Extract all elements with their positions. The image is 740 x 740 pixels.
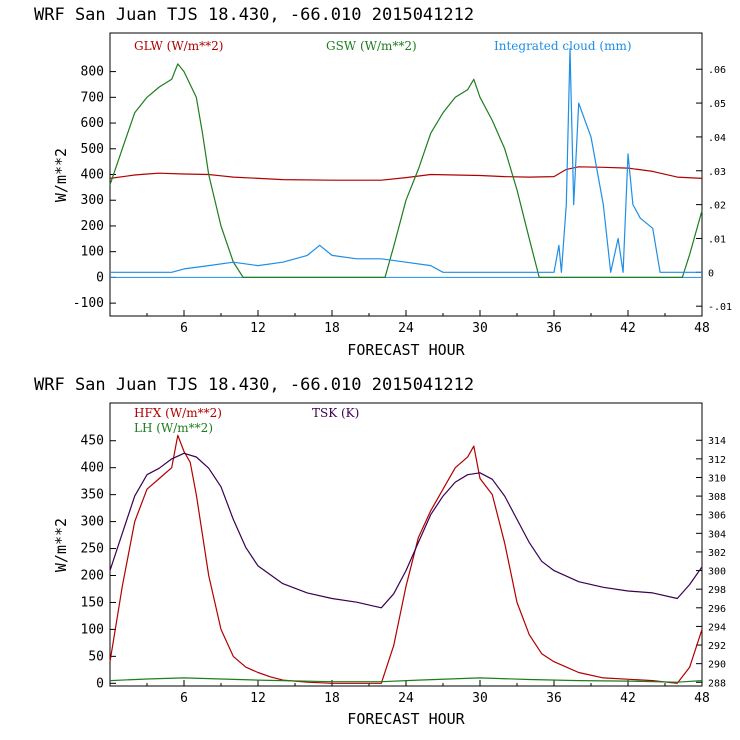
bottom-x-tick-label-42: 42 [620, 691, 636, 706]
bottom-chart-y-axis-label: W/m**2 [52, 518, 70, 572]
bottom-series-line-lh-w-m-2 [109, 677, 703, 683]
top-x-tick-label-12: 12 [250, 321, 266, 336]
top-y2-tick-label-06: .06 [708, 65, 726, 76]
bottom-y-tick-label-400: 400 [81, 461, 104, 476]
top-y2-tick-label-01: .01 [708, 234, 726, 245]
bottom-y-tick-label-50: 50 [88, 649, 104, 664]
top-y-tick-label-600: 600 [81, 116, 104, 131]
bottom-y-tick-label-350: 350 [81, 488, 104, 503]
legend-integrated-cloud: Integrated cloud (mm) [494, 39, 632, 53]
bottom-y-tick-label-450: 450 [81, 434, 104, 449]
legend-glw: GLW (W/m**2) [134, 39, 223, 53]
top-chart-title: WRF San Juan TJS 18.430, -66.010 2015041… [34, 5, 474, 25]
top-y2-tick-label-02: .02 [708, 201, 726, 212]
top-y2-tick-label-03: .03 [708, 167, 726, 178]
bottom-y2-tick-label-310: 310 [708, 473, 726, 484]
bottom-y-tick-label-0: 0 [96, 676, 104, 691]
top-y-tick-label-500: 500 [81, 142, 104, 157]
top-x-tick-label-42: 42 [620, 321, 636, 336]
top-y2-tick-label-01: -.01 [708, 302, 732, 313]
bottom-x-tick-label-24: 24 [398, 691, 414, 706]
bottom-x-tick-label-36: 36 [546, 691, 562, 706]
bottom-y-tick-label-200: 200 [81, 568, 104, 583]
top-chart-y-axis-label: W/m**2 [52, 148, 70, 202]
bottom-y2-tick-label-314: 314 [708, 436, 726, 447]
bottom-series-line-hfx-w-m-2 [109, 434, 703, 684]
top-y-tick-label-200: 200 [81, 219, 104, 234]
bottom-y2-tick-label-292: 292 [708, 641, 726, 652]
bottom-y-tick-label-250: 250 [81, 542, 104, 557]
top-y-tick-label-800: 800 [81, 65, 104, 80]
bottom-y2-tick-label-308: 308 [708, 492, 726, 503]
bottom-y2-tick-label-288: 288 [708, 678, 726, 689]
bottom-y-tick-label-100: 100 [81, 622, 104, 637]
top-y-tick-label-0: 0 [96, 270, 104, 285]
top-y-tick-label-400: 400 [81, 168, 104, 183]
top-chart-x-axis-label: FORECAST HOUR [347, 341, 465, 359]
bottom-x-tick-label-6: 6 [180, 691, 188, 706]
legend-gsw: GSW (W/m**2) [326, 39, 417, 53]
top-y2-tick-label-0: 0 [708, 268, 714, 279]
bottom-series-line-tsk-k [109, 452, 703, 609]
top-chart: WRF San Juan TJS 18.430, -66.010 2015041… [34, 5, 732, 359]
bottom-y2-tick-label-294: 294 [708, 622, 726, 633]
top-x-tick-label-36: 36 [546, 321, 562, 336]
top-y2-tick-label-05: .05 [708, 99, 726, 110]
top-y2-tick-label-04: .04 [708, 133, 726, 144]
top-x-tick-label-18: 18 [324, 321, 340, 336]
top-x-tick-label-24: 24 [398, 321, 414, 336]
top-series-line-glw-w-m-2 [109, 166, 703, 181]
bottom-y-tick-label-150: 150 [81, 595, 104, 610]
legend-hfx: HFX (W/m**2) [134, 406, 222, 420]
top-y-tick-label-100: 100 [81, 245, 104, 260]
bottom-y2-tick-label-296: 296 [708, 604, 726, 615]
top-y-tick-label-700: 700 [81, 90, 104, 105]
top-y-tick-label-300: 300 [81, 193, 104, 208]
bottom-y2-tick-label-298: 298 [708, 585, 726, 596]
bottom-x-tick-label-30: 30 [472, 691, 488, 706]
bottom-x-tick-label-48: 48 [694, 691, 710, 706]
top-x-tick-label-48: 48 [694, 321, 710, 336]
bottom-y2-tick-label-302: 302 [708, 548, 726, 559]
bottom-y2-tick-label-312: 312 [708, 455, 726, 466]
bottom-x-tick-label-18: 18 [324, 691, 340, 706]
top-x-tick-label-6: 6 [180, 321, 188, 336]
bottom-y2-tick-label-306: 306 [708, 511, 726, 522]
bottom-y2-tick-label-290: 290 [708, 660, 726, 671]
bottom-chart: WRF San Juan TJS 18.430, -66.010 2015041… [34, 375, 726, 728]
top-x-tick-label-30: 30 [472, 321, 488, 336]
bottom-y-tick-label-300: 300 [81, 515, 104, 530]
bottom-chart-plot-frame [109, 402, 703, 687]
top-series-line-gsw-w-m-2 [109, 63, 703, 278]
legend-tsk: TSK (K) [312, 406, 359, 420]
bottom-chart-x-axis-label: FORECAST HOUR [347, 710, 465, 728]
bottom-x-tick-label-12: 12 [250, 691, 266, 706]
legend-lh: LH (W/m**2) [134, 421, 213, 435]
bottom-chart-title: WRF San Juan TJS 18.430, -66.010 2015041… [34, 375, 474, 395]
top-series-line-integrated-cloud-mm [110, 48, 702, 273]
bottom-y2-tick-label-304: 304 [708, 529, 726, 540]
top-y-tick-label-100: -100 [73, 296, 104, 311]
bottom-y2-tick-label-300: 300 [708, 567, 726, 578]
